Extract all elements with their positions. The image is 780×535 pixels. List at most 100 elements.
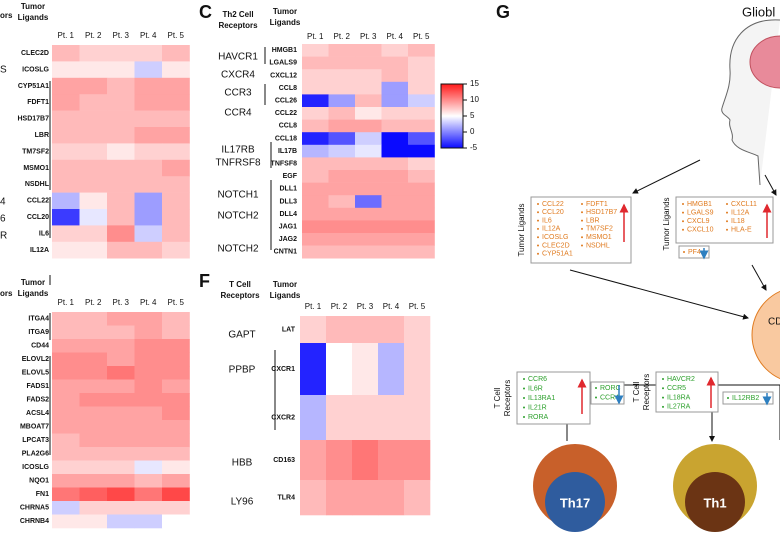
heatmap-cell <box>328 207 356 221</box>
column-header: Pt. 5 <box>409 302 426 311</box>
heatmap-cell <box>162 487 190 502</box>
heatmap-cell <box>107 366 135 380</box>
heatmap-cell <box>162 501 190 515</box>
heatmap-cell <box>300 440 327 481</box>
ligand-label: MSMO1 <box>23 165 49 172</box>
axis-label: Receptors <box>642 374 651 410</box>
colorbar-tick-label: 15 <box>470 79 479 88</box>
heatmap-cell <box>408 132 435 146</box>
axis-label: T Cell <box>493 387 502 408</box>
heatmap-cell <box>107 61 135 79</box>
ligand-label: ITGA4 <box>28 316 49 323</box>
bullet <box>581 203 583 205</box>
panel-label: F <box>199 271 210 291</box>
gene-item: NSDHL <box>586 242 610 249</box>
heatmap-cell <box>52 474 80 488</box>
ligand-label: ACSL4 <box>26 410 49 417</box>
bullet <box>726 228 728 231</box>
gene-item: MSMO1 <box>586 234 612 241</box>
list-box <box>722 391 774 405</box>
heatmap-cell <box>355 44 382 57</box>
heatmap-cell <box>162 110 190 128</box>
center-fragment: CD <box>768 317 780 328</box>
bullet <box>595 396 597 399</box>
bullet <box>662 405 664 408</box>
heatmap-cell <box>302 81 329 95</box>
ligand-header: Ligands <box>270 18 301 27</box>
bullet <box>581 211 583 214</box>
heatmap-cell <box>408 195 435 209</box>
heatmap-cell <box>408 220 435 234</box>
heatmap-cell <box>134 159 163 177</box>
heatmap-cell <box>52 176 80 193</box>
receptor-label: CCR3 <box>224 88 252 99</box>
bullet <box>662 378 664 380</box>
heatmap-cell <box>355 81 382 95</box>
heatmap-cell <box>381 170 409 183</box>
bullet <box>537 244 539 247</box>
ligand-label: TLR4 <box>278 494 296 501</box>
receptor-header: Receptors <box>218 21 258 30</box>
gene-item: HMGB1 <box>687 201 712 208</box>
colorbar-tick-label: 5 <box>470 111 475 120</box>
heatmap-cell <box>107 176 135 193</box>
heatmap-cell <box>52 61 80 79</box>
heatmap-cell <box>52 433 80 448</box>
receptor-header: Th2 Cell <box>222 10 253 19</box>
heatmap-cell <box>162 352 190 367</box>
heatmap-cell <box>79 501 108 515</box>
heatmap-cell <box>381 107 409 120</box>
heatmap-cell <box>328 170 356 183</box>
gene-item: PF4 <box>688 249 701 256</box>
heatmap-cell <box>52 406 80 421</box>
heatmap-cell <box>355 233 382 246</box>
receptor-fragment: 4 <box>0 197 6 208</box>
heatmap-cell <box>328 157 356 171</box>
heatmap-cell <box>107 110 135 128</box>
heatmap-cell <box>134 77 163 95</box>
heatmap-cell <box>326 440 353 481</box>
receptor-header: Receptors <box>220 291 260 300</box>
heatmap-cell <box>79 110 108 128</box>
subset-label: Th1 <box>703 495 726 510</box>
column-header: Pt. 5 <box>413 32 430 41</box>
bullet <box>662 387 664 390</box>
heatmap-cell <box>302 245 329 259</box>
heatmap-cell <box>408 44 435 57</box>
heatmap-cell <box>134 209 163 226</box>
heatmap-cell <box>162 209 190 226</box>
heatmap-cell <box>134 339 163 353</box>
ligand-header: Ligands <box>18 289 49 298</box>
heatmap-cell <box>355 56 382 70</box>
heatmap-cell <box>52 45 80 62</box>
gene-item: CXCL11 <box>731 201 757 208</box>
heatmap-cell <box>381 69 409 83</box>
heatmap-cell <box>107 474 135 488</box>
title-fragment: Gliobl <box>742 4 775 19</box>
gene-item: CLEC2D <box>542 242 570 249</box>
heatmap-cell <box>52 325 80 340</box>
heatmap-cell <box>79 325 108 340</box>
column-header: Pt. 4 <box>140 31 157 40</box>
cell-inner <box>685 472 745 532</box>
receptor-label: LY96 <box>231 497 254 508</box>
heatmap-cell <box>52 460 80 475</box>
heatmap-cell <box>79 225 108 243</box>
heatmap-cell <box>408 182 435 196</box>
panel-label: G <box>496 2 510 22</box>
heatmap-cell <box>381 207 409 221</box>
ligand-label: DLL3 <box>280 198 298 205</box>
heatmap-cell <box>408 94 435 108</box>
ligand-label: ICOSLG <box>22 464 49 471</box>
heatmap-cell <box>79 312 108 326</box>
bullet <box>682 228 684 231</box>
heatmap-cell <box>162 433 190 448</box>
ligand-label: CCL18 <box>275 135 297 142</box>
gene-item: IL18RA <box>667 394 691 401</box>
heatmap-cell <box>302 207 329 221</box>
heatmap-cell <box>79 447 108 461</box>
bullet <box>537 211 539 214</box>
ligand-label: ELOVL2 <box>22 356 49 363</box>
ligand-label: CCL26 <box>275 98 297 105</box>
heatmap-cell <box>328 81 356 95</box>
